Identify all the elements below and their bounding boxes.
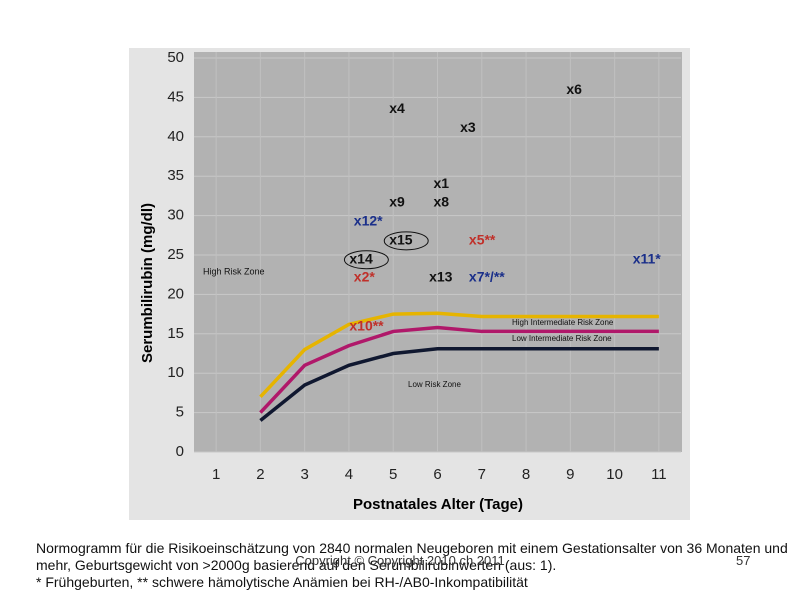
- data-point: x9: [389, 194, 405, 210]
- data-point: x1: [434, 175, 450, 191]
- caption: Normogramm für die Risikoeinschätzung vo…: [36, 540, 796, 591]
- point-circle: [343, 250, 389, 270]
- data-point: x8: [434, 194, 450, 210]
- x-tick-label: 8: [522, 466, 530, 483]
- series-line: [259, 325, 659, 414]
- y-tick-label: 35: [167, 167, 184, 184]
- data-point: x4: [389, 100, 405, 116]
- zone-annotation: High Intermediate Risk Zone: [512, 318, 614, 327]
- data-point: x15: [389, 232, 413, 248]
- point-circle: [383, 231, 429, 251]
- data-point: x10**: [349, 317, 384, 333]
- y-tick-label: 0: [176, 443, 184, 460]
- data-point: x2*: [354, 269, 376, 285]
- y-tick-label: 15: [167, 325, 184, 342]
- series-line: [259, 347, 659, 422]
- x-tick-label: 11: [651, 466, 667, 483]
- data-point: x5**: [469, 232, 496, 248]
- y-tick-label: 50: [167, 49, 184, 66]
- data-point: x12*: [354, 213, 383, 229]
- x-tick-label: 1: [212, 466, 220, 483]
- data-point: x3: [460, 119, 476, 135]
- zone-annotation: Low Risk Zone: [408, 380, 461, 389]
- caption-line: Normogramm für die Risikoeinschätzung vo…: [36, 540, 788, 573]
- series-line: [259, 311, 659, 399]
- y-tick-label: 20: [167, 285, 184, 302]
- data-point: x13: [429, 269, 453, 285]
- zone-annotation: Low Intermediate Risk Zone: [512, 334, 612, 343]
- data-point: x11*: [633, 250, 662, 266]
- y-tick-label: 40: [167, 128, 184, 145]
- x-tick-label: 5: [389, 466, 397, 483]
- y-tick-label: 45: [167, 88, 184, 105]
- page-number: 57: [736, 553, 751, 568]
- y-tick-label: 5: [176, 404, 184, 421]
- x-axis-label: Postnatales Alter (Tage): [353, 496, 523, 513]
- x-tick-label: 3: [301, 466, 309, 483]
- data-point: x14: [349, 250, 373, 266]
- data-point: x6: [566, 81, 582, 97]
- x-tick-label: 10: [606, 466, 623, 483]
- y-tick-label: 30: [167, 207, 184, 224]
- x-tick-label: 6: [433, 466, 441, 483]
- y-tick-label: 25: [167, 246, 184, 263]
- zone-annotation: High Risk Zone: [203, 266, 265, 276]
- x-tick-label: 7: [478, 466, 486, 483]
- footer: Copyright © Copyright 2010 ch 2011: [295, 553, 505, 568]
- x-tick-label: 2: [256, 466, 264, 483]
- chart: Postnatales Alter (Tage) Serumbilirubin …: [129, 48, 690, 520]
- y-tick-label: 10: [167, 364, 184, 381]
- data-point: x7*/**: [469, 269, 505, 285]
- caption-line: * Frühgeburten, ** schwere hämolytische …: [36, 574, 528, 590]
- y-axis-label: Serumbilirubin (mg/dl): [139, 203, 156, 363]
- x-tick-label: 4: [345, 466, 353, 483]
- x-tick-label: 9: [566, 466, 574, 483]
